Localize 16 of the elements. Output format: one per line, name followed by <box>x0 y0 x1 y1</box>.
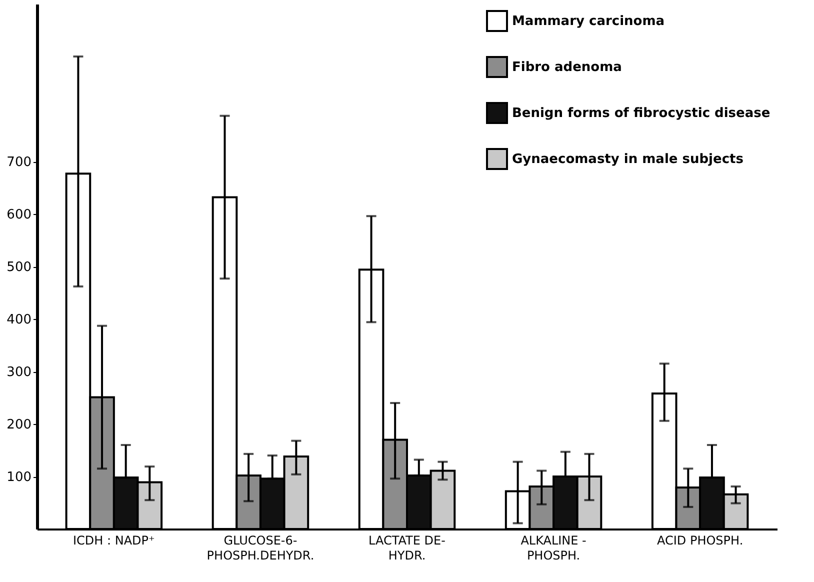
y-tick-label: 400 <box>6 312 32 328</box>
x-tick-label: ACID PHOSPH. <box>656 534 744 548</box>
x-tick-label: ALKALINE - PHOSPH. <box>520 534 586 562</box>
legend-label: Benign forms of fibrocystic disease <box>512 106 770 121</box>
x-tick-label: ICDH : NADP⁺ <box>73 534 155 548</box>
x-tick-label: LACTATE DE- HYDR. <box>368 534 446 562</box>
y-tick-label: 600 <box>6 208 32 222</box>
y-tick-label: 100 <box>6 470 32 485</box>
legend-label: Fibro adenoma <box>512 60 622 75</box>
y-tick-label: 500 <box>6 260 32 275</box>
legend-label: Mammary carcinoma <box>512 14 665 29</box>
x-tick-label: GLUCOSE-6- PHOSPH.DEHYDR. <box>206 534 314 562</box>
legend-label: Gynaecomasty in male subjects <box>512 152 744 167</box>
y-tick-label: 200 <box>6 418 32 432</box>
y-tick-label: 300 <box>6 365 32 380</box>
y-tick-label: 700 <box>6 155 32 170</box>
